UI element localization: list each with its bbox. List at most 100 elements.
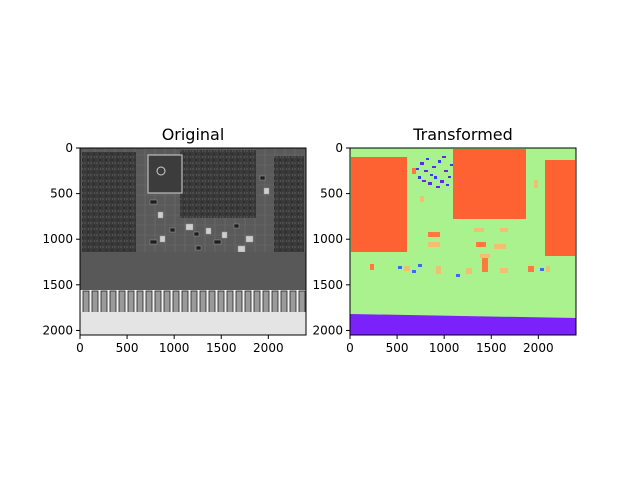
y-tick-label: 1000 — [42, 232, 73, 246]
segment-component — [500, 268, 508, 273]
segment-noise-speck — [434, 176, 437, 179]
segment-component — [476, 242, 486, 247]
segment-noise — [416, 156, 453, 188]
smd-component — [159, 235, 166, 243]
chart-original: Original 0 500 1000 1500 2000050010001500200… — [42, 125, 307, 355]
x-tick-label: 500 — [116, 341, 139, 355]
axes-frame — [349, 147, 577, 336]
smd-component — [193, 231, 200, 237]
y-tick-label: 0 — [335, 141, 343, 155]
segment-noise-speck — [442, 156, 446, 158]
connector-finger — [181, 290, 189, 314]
connector-finger — [244, 290, 252, 314]
segment-component — [436, 266, 441, 274]
y-tick-label: 2000 — [312, 323, 343, 337]
segment-component — [480, 254, 490, 258]
segment-component — [534, 180, 538, 188]
connector-finger — [208, 290, 216, 314]
connector-finger — [127, 290, 135, 314]
y-tick-label: 1500 — [312, 278, 343, 292]
segment-noise-speck — [430, 174, 433, 176]
x-tick-label: 1500 — [206, 341, 237, 355]
connector-finger — [280, 290, 288, 314]
x-tick-label: 0 — [346, 341, 354, 355]
x-tick-label: 2000 — [523, 341, 554, 355]
smd-component — [263, 187, 270, 195]
bottom-highlight — [80, 312, 306, 335]
connector-finger — [118, 290, 126, 314]
connector-finger — [163, 290, 171, 314]
smd-component — [213, 239, 222, 245]
connector-finger — [109, 290, 117, 314]
segment-component — [474, 228, 484, 232]
segment-component — [428, 232, 440, 237]
segment-bottom-band — [350, 314, 576, 335]
segment-speck — [540, 268, 544, 271]
segment-region-center — [453, 149, 526, 219]
segment-component — [528, 266, 534, 272]
axes-frame — [79, 147, 307, 336]
connector-finger — [136, 290, 144, 314]
x-tick-label: 0 — [76, 341, 84, 355]
chip-center — [180, 150, 256, 218]
connector-finger — [190, 290, 198, 314]
segment-noise-speck — [432, 166, 436, 168]
connector-finger — [262, 290, 270, 314]
edge-connector — [80, 290, 306, 314]
segment-noise-speck — [424, 170, 428, 172]
connector-finger — [82, 290, 90, 314]
segment-component — [404, 266, 410, 271]
segment-component — [494, 244, 506, 249]
segment-noise-speck — [426, 158, 429, 160]
segment-noise-speck — [440, 180, 444, 183]
segment-noise-speck — [450, 164, 453, 166]
segment-noise-speck — [436, 186, 440, 188]
connector-finger — [298, 290, 306, 314]
chip-left — [82, 152, 136, 252]
smd-component — [205, 227, 212, 235]
segment-component — [412, 168, 416, 174]
lower-pcb-strip — [80, 252, 306, 290]
x-tick-label: 1000 — [429, 341, 460, 355]
smd-component — [157, 211, 164, 219]
image-transformed — [350, 148, 576, 335]
chart-title: Original — [162, 125, 225, 144]
segment-region-right — [545, 160, 575, 256]
connector-finger — [271, 290, 279, 314]
smd-component — [245, 235, 254, 243]
connector-finger — [235, 290, 243, 314]
connector-finger — [217, 290, 225, 314]
smd-component — [149, 199, 158, 205]
smd-component — [169, 227, 176, 233]
connector-finger — [289, 290, 297, 314]
segment-component — [500, 228, 508, 232]
chip-right — [274, 156, 304, 254]
shield-can — [147, 154, 183, 194]
y-tick-label: 2000 — [42, 323, 73, 337]
smd-component — [233, 223, 240, 229]
segment-speck — [398, 266, 402, 269]
smd-component — [195, 245, 202, 251]
y-tick-label: 500 — [320, 187, 343, 201]
y-tick-label: 0 — [65, 141, 73, 155]
connector-finger — [100, 290, 108, 314]
connector-finger — [145, 290, 153, 314]
segment-components — [370, 168, 550, 277]
segment-noise-speck — [416, 168, 419, 170]
segment-noise-speck — [446, 184, 449, 186]
smd-component — [149, 239, 158, 245]
chart-transformed: Transformed 0 500 1000 1500 2000050010001500… — [312, 125, 577, 355]
segment-component — [428, 242, 440, 247]
chart-title: Transformed — [412, 125, 513, 144]
y-tick-label: 1000 — [312, 232, 343, 246]
segment-noise-speck — [422, 180, 426, 182]
image-original — [80, 148, 306, 335]
connector-finger — [154, 290, 162, 314]
connector-finger — [91, 290, 99, 314]
segment-speck — [418, 264, 422, 267]
connector-finger — [199, 290, 207, 314]
smd-component — [259, 175, 266, 181]
segment-component — [370, 264, 374, 270]
segment-region-left — [351, 157, 407, 252]
